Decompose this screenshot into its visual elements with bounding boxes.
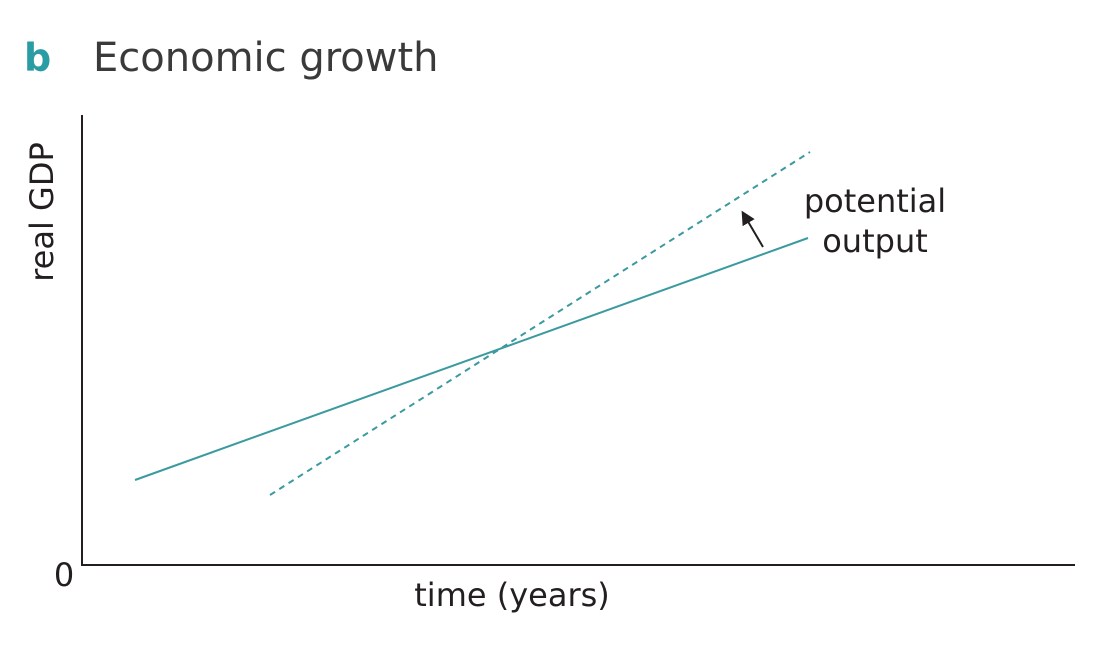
potential-output-line [134,237,809,481]
shift-arrow [741,210,764,248]
annotation: potential [804,182,946,220]
origin-label: 0 [54,556,74,594]
annotation: output [822,222,928,260]
x-axis-label: time (years) [414,576,610,614]
panel-label: b [24,36,51,80]
y-axis-label: real GDP [23,142,61,282]
title: Economic growth [93,35,439,81]
new-potential-output-line [269,151,811,496]
